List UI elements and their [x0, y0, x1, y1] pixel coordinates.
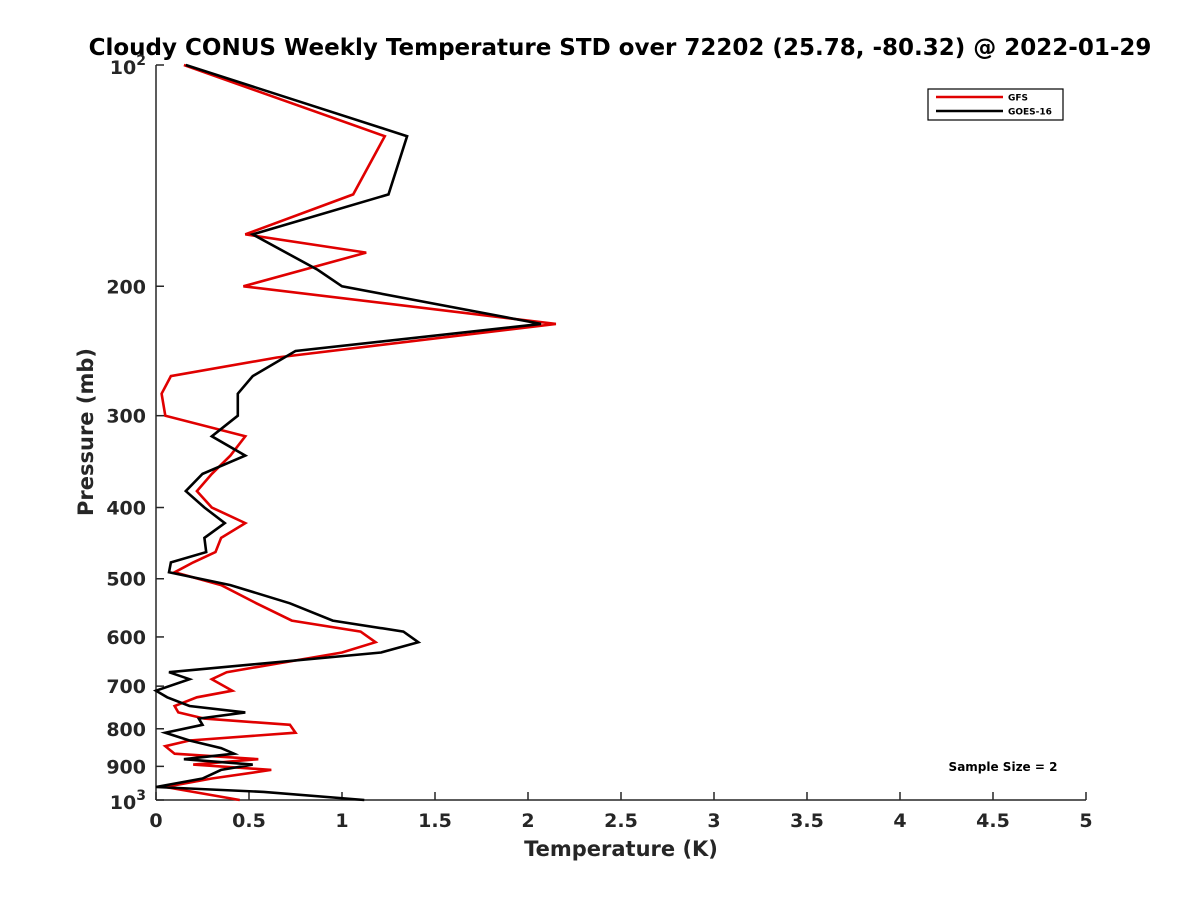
- legend: GFS GOES-16: [927, 88, 1064, 121]
- x-tick-label: 2: [521, 810, 534, 832]
- series-line-goes-16: [152, 63, 542, 802]
- x-tick-label: 1: [335, 810, 348, 832]
- y-tick-label: 800: [106, 719, 146, 741]
- sample-size-annotation: Sample Size = 2: [949, 760, 1058, 774]
- x-tick-label: 4: [893, 810, 906, 832]
- y-tick-label-exponent: 103: [110, 788, 146, 814]
- chart-title: Cloudy CONUS Weekly Temperature STD over…: [89, 35, 1152, 61]
- legend-label-gfs: GFS: [1008, 94, 1028, 104]
- y-tick-label-exponent: 102: [110, 53, 146, 79]
- y-axis-label: Pressure (mb): [74, 348, 98, 516]
- y-tick-label: 400: [106, 498, 146, 520]
- y-tick-label: 200: [106, 276, 146, 298]
- x-tick-label: 2.5: [604, 810, 638, 832]
- x-tick-label: 0: [149, 810, 162, 832]
- y-tick-label: 500: [106, 569, 146, 591]
- x-axis-label: Temperature (K): [524, 837, 718, 861]
- y-axis-ticks: 200 300 400 500 600 700 800 900 102 103: [106, 53, 164, 814]
- x-tick-label: 4.5: [976, 810, 1010, 832]
- y-tick-label: 700: [106, 676, 146, 698]
- y-tick-label: 900: [106, 756, 146, 778]
- x-tick-label: 0.5: [232, 810, 266, 832]
- x-tick-label: 1.5: [418, 810, 452, 832]
- x-tick-label: 5: [1079, 810, 1092, 832]
- x-tick-label: 3.5: [790, 810, 824, 832]
- series-lines: [152, 63, 557, 802]
- y-tick-label: 300: [106, 406, 146, 428]
- legend-box: [927, 88, 1064, 121]
- y-tick-label: 600: [106, 627, 146, 649]
- series-line-gfs: [160, 63, 557, 802]
- legend-label-goes-16: GOES-16: [1008, 108, 1052, 118]
- x-axis-ticks: 0 0.5 1 1.5 2 2.5 3 3.5 4 4.5 5: [149, 792, 1093, 832]
- x-tick-label: 3: [707, 810, 720, 832]
